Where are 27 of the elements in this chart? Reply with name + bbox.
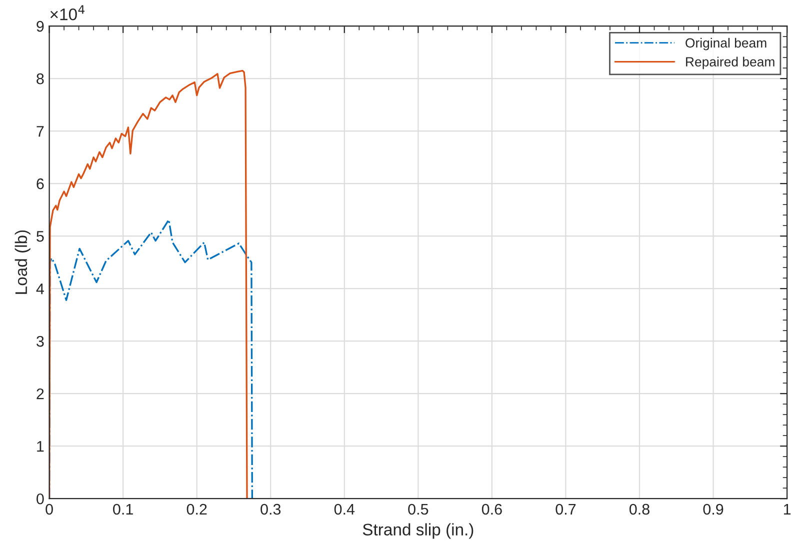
y-tick-label: 7 xyxy=(36,126,44,137)
x-tick-label: 0.6 xyxy=(482,504,502,515)
x-tick-label: 0 xyxy=(46,504,53,515)
legend-label: Repaired beam xyxy=(686,56,774,70)
x-tick-label: 0.9 xyxy=(703,504,724,515)
x-tick-label: 0.8 xyxy=(629,504,650,515)
y-axis-title: Load (lb) xyxy=(14,230,30,294)
y-tick-label: 3 xyxy=(36,336,44,347)
x-tick-label: 0.3 xyxy=(260,504,281,515)
y-tick-label: 0 xyxy=(36,493,44,504)
y-tick-label: 2 xyxy=(36,388,44,400)
x-tick-label: 0.4 xyxy=(334,504,355,515)
line-series xyxy=(49,70,248,499)
legend-label: Original beam xyxy=(686,38,766,50)
y-tick-label: 8 xyxy=(36,73,44,84)
y-tick-label: 1 xyxy=(37,441,44,452)
y-tick-label: 6 xyxy=(36,178,44,190)
x-tick-label: 0.2 xyxy=(186,504,207,515)
y-tick-label: 4 xyxy=(36,284,44,294)
x-tick-label: 0.1 xyxy=(113,504,133,515)
y-tick-label: 9 xyxy=(36,20,44,32)
x-tick-label: 0.7 xyxy=(556,504,576,515)
text: ×10$^{4}$ xyxy=(50,5,84,20)
y-tick-label: 5 xyxy=(36,231,44,242)
x-tick-label: 0.5 xyxy=(408,504,428,515)
x-axis-title: Strand slip (in.) xyxy=(362,523,474,539)
x-tick-label: 1 xyxy=(784,504,791,515)
